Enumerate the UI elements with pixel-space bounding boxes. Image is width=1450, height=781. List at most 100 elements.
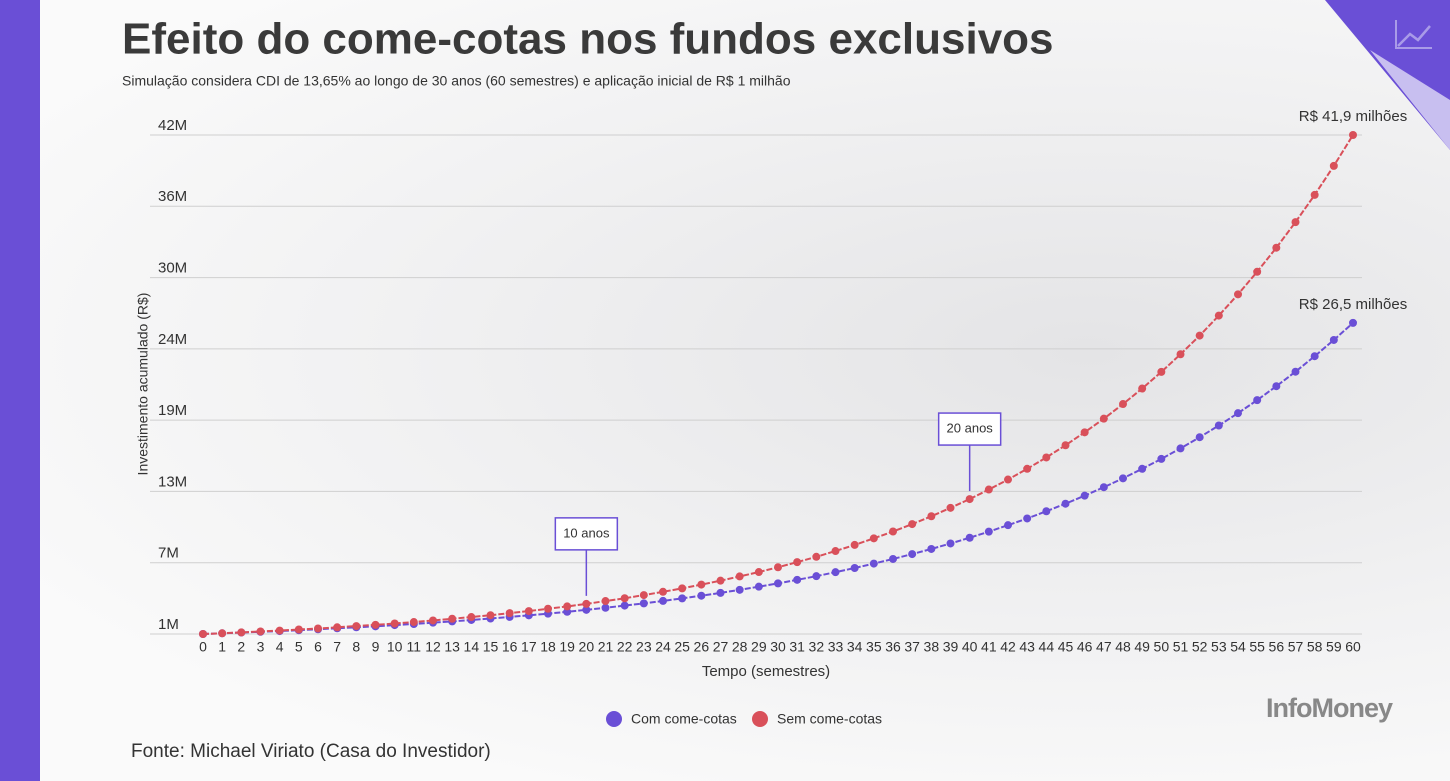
x-tick-label: 29 xyxy=(751,639,767,655)
y-tick-label: 30M xyxy=(158,260,187,277)
data-point xyxy=(429,616,437,625)
x-tick-label: 13 xyxy=(444,639,460,655)
x-tick-label: 59 xyxy=(1326,639,1342,655)
x-tick-label: 50 xyxy=(1154,639,1170,655)
corner-shade xyxy=(1370,50,1450,150)
data-point xyxy=(908,550,917,559)
data-point xyxy=(1291,218,1300,227)
x-tick-label: 42 xyxy=(1000,639,1016,655)
data-point xyxy=(1349,318,1357,327)
x-tick-label: 34 xyxy=(847,639,863,655)
data-point xyxy=(1042,453,1051,462)
data-point xyxy=(793,575,802,584)
data-point xyxy=(371,620,380,629)
data-point xyxy=(927,544,936,553)
y-tick-label: 1M xyxy=(158,616,179,633)
y-tick-label: 7M xyxy=(158,545,179,562)
data-point xyxy=(544,604,552,613)
legend-label: Com come-cotas xyxy=(631,711,737,727)
x-tick-label: 44 xyxy=(1039,639,1055,655)
data-point xyxy=(1119,400,1127,409)
data-point xyxy=(294,625,303,634)
data-point xyxy=(333,623,342,632)
data-point xyxy=(620,601,629,610)
x-tick-label: 16 xyxy=(502,639,518,655)
data-point xyxy=(774,563,782,572)
data-point xyxy=(869,559,878,568)
data-point xyxy=(1195,433,1204,442)
x-tick-label: 7 xyxy=(333,639,341,655)
x-tick-label: 53 xyxy=(1211,639,1227,655)
brand: InfoMoney xyxy=(1266,693,1393,723)
x-tick-label: 31 xyxy=(789,639,805,655)
x-tick-label: 56 xyxy=(1269,639,1285,655)
data-point xyxy=(946,503,955,512)
data-point xyxy=(1234,409,1242,418)
data-point xyxy=(850,540,859,549)
end-label: R$ 26,5 milhões xyxy=(1299,296,1407,313)
data-point xyxy=(505,609,514,618)
x-tick-label: 12 xyxy=(425,639,441,655)
x-tick-label: 57 xyxy=(1288,639,1304,655)
data-point xyxy=(678,584,687,593)
data-point xyxy=(1061,441,1070,450)
data-point xyxy=(409,618,418,627)
x-tick-label: 25 xyxy=(674,639,690,655)
x-tick-label: 8 xyxy=(352,639,360,655)
data-point xyxy=(352,622,361,631)
x-tick-label: 2 xyxy=(237,639,245,655)
data-point xyxy=(735,572,744,581)
data-point xyxy=(831,568,840,577)
data-point xyxy=(831,547,840,556)
data-point xyxy=(1310,190,1319,199)
data-point xyxy=(1119,474,1127,483)
data-point xyxy=(984,527,993,536)
x-tick-label: 55 xyxy=(1249,639,1265,655)
data-point xyxy=(639,599,648,608)
x-tick-label: 51 xyxy=(1173,639,1189,655)
data-point xyxy=(486,611,495,620)
annotation-text: 10 anos xyxy=(563,525,610,540)
y-tick-label: 42M xyxy=(158,117,187,134)
data-point xyxy=(716,576,725,585)
x-tick-label: 60 xyxy=(1345,639,1361,655)
data-point xyxy=(601,603,610,612)
data-point xyxy=(754,582,763,591)
data-point xyxy=(869,534,878,543)
data-point xyxy=(218,629,227,638)
data-point xyxy=(1234,290,1242,299)
data-point xyxy=(1157,454,1166,463)
y-tick-label: 19M xyxy=(158,402,187,419)
data-point xyxy=(639,591,648,600)
x-tick-label: 48 xyxy=(1115,639,1131,655)
data-point xyxy=(524,607,533,616)
x-tick-label: 15 xyxy=(483,639,499,655)
data-point xyxy=(1253,396,1262,405)
y-tick-label: 13M xyxy=(158,473,187,490)
data-point xyxy=(1004,475,1012,484)
x-tick-label: 54 xyxy=(1230,639,1246,655)
data-point xyxy=(1157,367,1166,376)
data-point xyxy=(927,512,936,521)
x-tick-label: 33 xyxy=(828,639,844,655)
x-tick-label: 22 xyxy=(617,639,633,655)
data-point xyxy=(1272,382,1281,391)
x-tick-label: 35 xyxy=(866,639,882,655)
data-point xyxy=(1214,311,1223,320)
data-point xyxy=(659,596,667,605)
data-point xyxy=(1329,161,1338,170)
x-tick-label: 11 xyxy=(407,639,422,655)
x-tick-label: 18 xyxy=(540,639,556,655)
series-line xyxy=(202,134,1354,635)
data-point xyxy=(1004,521,1012,530)
data-point xyxy=(754,568,763,577)
data-point xyxy=(1023,514,1032,523)
x-tick-label: 49 xyxy=(1134,639,1150,655)
x-tick-label: 9 xyxy=(372,639,380,655)
data-point xyxy=(563,602,572,611)
data-point xyxy=(659,587,667,596)
data-point xyxy=(697,591,706,600)
x-tick-label: 21 xyxy=(598,639,614,655)
